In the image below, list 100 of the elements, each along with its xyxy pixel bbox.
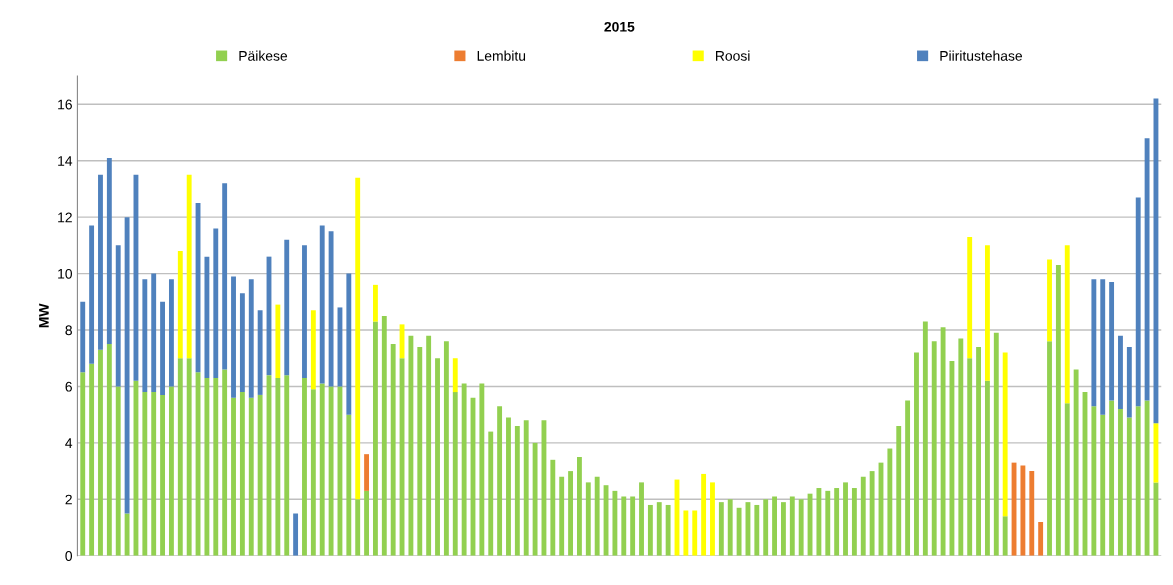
- bar: [967, 236, 973, 359]
- y-tick-label: 14: [58, 156, 73, 166]
- bar: [585, 482, 591, 556]
- bar: [231, 397, 236, 556]
- bar: [204, 377, 210, 556]
- bar: [364, 490, 369, 556]
- y-axis-title: MW: [39, 303, 49, 328]
- bar: [417, 346, 423, 556]
- bar: [843, 482, 848, 556]
- bar: [89, 225, 95, 364]
- bar: [222, 183, 228, 370]
- bar: [257, 310, 263, 395]
- bar: [1020, 465, 1026, 556]
- bar: [727, 499, 733, 556]
- bar: [106, 344, 112, 556]
- bar: [931, 341, 937, 556]
- chart-title: 2015: [604, 21, 635, 32]
- bar: [1091, 279, 1097, 407]
- bar: [364, 454, 369, 491]
- bar: [497, 406, 503, 556]
- bar: [647, 504, 653, 556]
- bar: [834, 488, 840, 556]
- bar: [160, 394, 165, 556]
- bar: [692, 510, 698, 556]
- bar: [1144, 400, 1150, 556]
- bar: [1047, 341, 1052, 556]
- bar: [452, 392, 458, 556]
- bar: [993, 332, 999, 556]
- bar: [1118, 409, 1123, 556]
- legend-label: Lembitu: [477, 50, 526, 61]
- bar: [825, 490, 831, 556]
- bar: [284, 239, 290, 376]
- bar: [1002, 352, 1008, 517]
- bar: [355, 499, 361, 556]
- bar: [1064, 403, 1070, 556]
- bar: [1073, 369, 1079, 556]
- bar: [80, 301, 86, 373]
- bar: [683, 510, 689, 556]
- bar: [381, 315, 387, 556]
- bar: [701, 473, 707, 556]
- bar: [1126, 346, 1132, 418]
- bar: [594, 476, 600, 556]
- bar: [142, 392, 148, 556]
- bar: [160, 301, 165, 395]
- y-tick-label: 12: [58, 212, 72, 223]
- bar: [984, 380, 990, 556]
- bar: [346, 273, 352, 415]
- bar: [559, 476, 565, 556]
- bar: [177, 251, 183, 359]
- bar: [639, 482, 644, 556]
- bar: [523, 420, 529, 556]
- bar: [1002, 516, 1008, 556]
- legend-label: Roosi: [716, 50, 750, 61]
- bar: [1055, 265, 1061, 556]
- bar: [248, 397, 254, 556]
- bar: [1064, 245, 1070, 404]
- bar: [789, 496, 795, 556]
- bar: [284, 375, 290, 556]
- y-tick-label: 2: [65, 494, 72, 505]
- bar: [239, 392, 245, 556]
- bar: [124, 513, 130, 556]
- bar: [514, 425, 520, 556]
- bar: [914, 352, 919, 556]
- bar: [372, 321, 378, 556]
- bar: [213, 377, 219, 556]
- bar: [302, 377, 307, 556]
- bar: [976, 346, 981, 556]
- bar: [275, 304, 281, 378]
- bar: [319, 383, 325, 556]
- bar: [851, 488, 857, 556]
- bar: [780, 502, 786, 556]
- bar: [328, 386, 334, 556]
- bar: [186, 358, 192, 556]
- bar: [1038, 521, 1044, 556]
- bar: [372, 284, 378, 322]
- bar: [452, 358, 458, 393]
- bar: [169, 386, 174, 556]
- bar: [302, 245, 307, 378]
- bar: [231, 276, 236, 398]
- bar: [798, 499, 804, 556]
- bar: [1047, 259, 1052, 342]
- bar: [169, 279, 174, 387]
- bar: [1126, 417, 1132, 556]
- y-tick-label: 4: [65, 438, 73, 448]
- bar: [222, 369, 228, 556]
- bar: [443, 341, 449, 556]
- bar: [576, 456, 582, 556]
- bar: [568, 471, 573, 556]
- bar: [151, 392, 157, 556]
- bar: [1118, 335, 1123, 410]
- bar: [435, 358, 440, 556]
- bar: [763, 499, 769, 556]
- bar: [630, 496, 636, 556]
- bar: [213, 228, 219, 378]
- bar: [621, 496, 627, 556]
- legend-label: Päikese: [239, 50, 288, 61]
- bar: [1135, 406, 1141, 556]
- bar: [461, 383, 467, 556]
- bar: [89, 363, 95, 556]
- bar: [98, 174, 103, 350]
